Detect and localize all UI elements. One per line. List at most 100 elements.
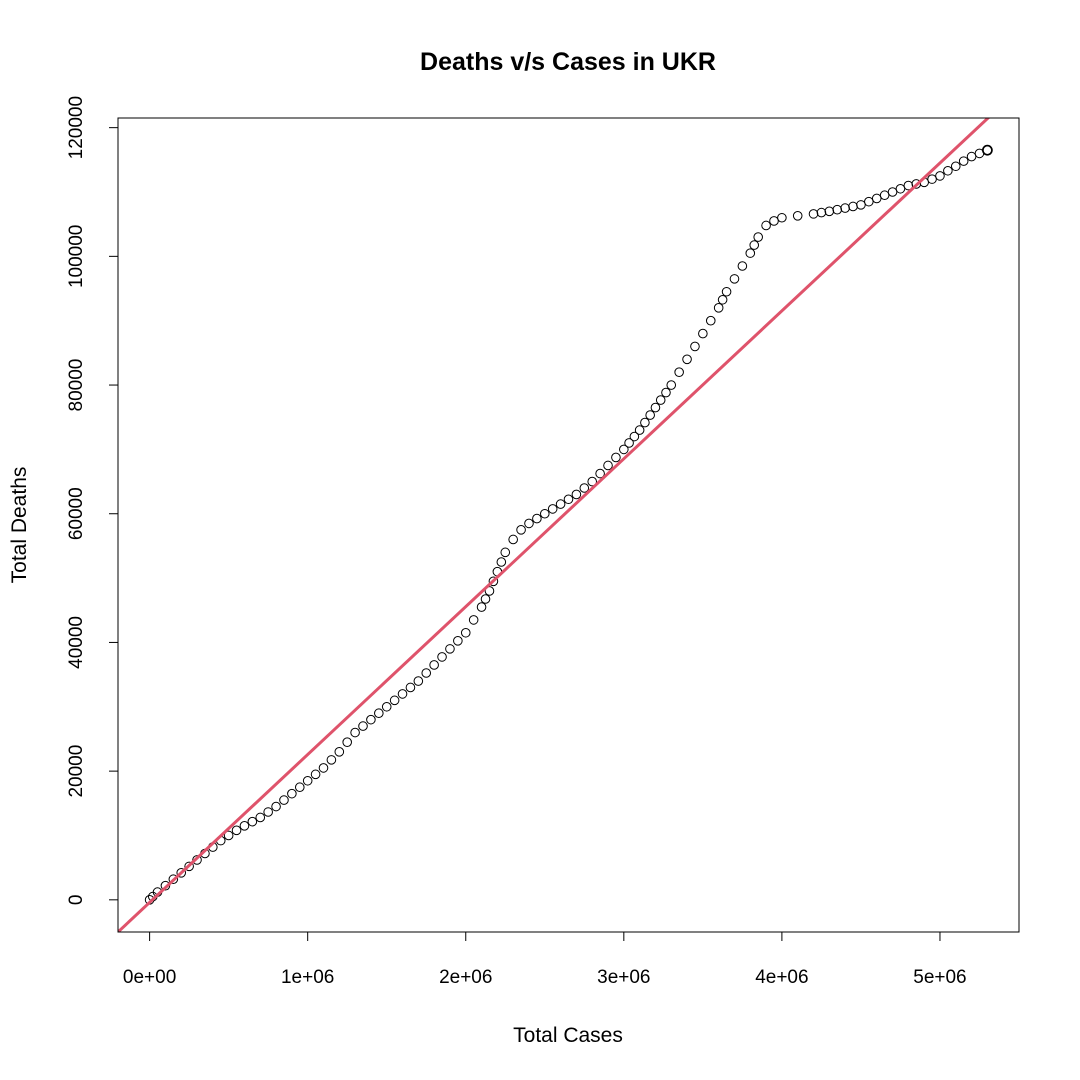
data-point-interp-0: [247, 816, 258, 827]
data-point-interp-12: [480, 594, 491, 604]
data-point-67: [887, 187, 898, 197]
data-point-57: [753, 232, 763, 242]
x-tick-label-3: 3e+06: [597, 967, 650, 988]
data-point-interp-33: [879, 190, 890, 201]
data-point-interp-27: [717, 294, 728, 305]
data-point-36: [516, 525, 526, 535]
data-point-72: [950, 161, 961, 172]
data-points: [144, 144, 993, 905]
data-point-59: [769, 216, 779, 226]
y-tick-label-3: 60000: [66, 487, 87, 540]
data-point-55: [737, 261, 748, 271]
data-point-interp-30: [832, 204, 843, 215]
data-point-interp-3: [294, 782, 305, 793]
data-point-74: [966, 151, 977, 162]
data-point-interp-18: [579, 483, 590, 493]
data-point-48: [682, 354, 692, 365]
data-point-64: [840, 203, 850, 213]
data-point-7: [192, 855, 202, 865]
data-point-58: [761, 220, 771, 231]
data-point-34: [500, 547, 511, 558]
x-tick-label-4: 4e+06: [755, 967, 808, 988]
data-point-interp-23: [640, 417, 650, 428]
data-point-70: [935, 171, 945, 181]
data-point-54: [729, 274, 740, 284]
data-point-interp-31: [848, 201, 858, 212]
data-point-53: [721, 286, 732, 297]
data-point-interp-13: [488, 576, 499, 587]
x-tick-label-0: 0e+00: [123, 967, 176, 988]
data-point-interp-19: [595, 468, 605, 479]
data-point-interp-22: [629, 431, 640, 442]
data-point-71: [943, 165, 953, 176]
data-point-28: [445, 644, 455, 654]
data-point-interp-25: [655, 395, 666, 405]
data-point-29: [460, 627, 471, 638]
data-point-65: [856, 200, 866, 210]
data-point-26: [413, 676, 424, 686]
data-point-interp-28: [749, 240, 760, 250]
data-point-interp-20: [611, 452, 621, 463]
x-axis-title: Total Cases: [513, 1024, 623, 1047]
data-point-interp-24: [645, 410, 655, 420]
data-point-interp-16: [547, 504, 558, 514]
data-point-5: [176, 868, 187, 878]
data-point-16: [287, 788, 297, 799]
data-point-32: [484, 586, 495, 596]
data-point-52: [713, 303, 724, 313]
data-point-37: [524, 518, 534, 529]
x-tick-label-5: 5e+06: [913, 967, 966, 988]
y-tick-label-2: 40000: [66, 616, 87, 669]
data-point-62: [808, 209, 819, 219]
data-point-12: [231, 825, 242, 836]
y-tick-label-6: 120000: [66, 96, 87, 159]
x-tick-label-1: 1e+06: [281, 967, 334, 988]
data-point-interp-1: [263, 807, 273, 817]
data-point-61: [792, 211, 803, 221]
data-point-18: [318, 763, 329, 773]
data-point-44: [634, 425, 645, 435]
data-point-40: [571, 489, 582, 500]
y-tick-label-4: 80000: [66, 359, 87, 412]
data-point-interp-8: [405, 682, 416, 693]
fit-line-layer: [118, 118, 991, 932]
data-point-23: [366, 714, 376, 725]
data-point-interp-4: [310, 769, 321, 780]
data-point-interp-29: [816, 207, 827, 218]
data-point-interp-5: [326, 755, 337, 765]
data-point-interp-14: [496, 557, 507, 567]
data-point-38: [539, 508, 550, 519]
data-point-6: [184, 861, 194, 872]
data-point-13: [239, 821, 250, 831]
data-point-56: [745, 248, 756, 258]
data-point-last: [981, 144, 993, 156]
x-axis: 0e+00 1e+06 2e+06 3e+06 4e+06 5e+06: [123, 931, 967, 988]
data-point-51: [705, 315, 716, 326]
data-point-42: [603, 460, 613, 471]
data-point-interp-32: [864, 196, 874, 207]
data-point-11: [223, 830, 234, 841]
data-point-interp-11: [453, 636, 463, 646]
data-point-35: [508, 534, 518, 545]
data-point-46: [666, 380, 677, 390]
y-tick-label-0: 0: [66, 895, 87, 906]
data-point-4: [168, 874, 179, 885]
data-point-60: [777, 212, 787, 223]
plot-frame: [117, 117, 1020, 933]
data-point-73: [958, 156, 969, 166]
data-point-30: [468, 615, 479, 625]
data-point-interp-36: [927, 174, 937, 184]
y-axis-title: Total Deaths: [8, 467, 31, 584]
data-point-41: [587, 476, 598, 487]
data-point-39: [555, 499, 566, 509]
data-point-3: [160, 880, 171, 891]
data-point-interp-7: [389, 695, 400, 706]
data-point-24: [381, 701, 392, 712]
data-point-49: [690, 341, 700, 352]
data-point-interp-10: [437, 652, 447, 662]
data-point-47: [674, 367, 684, 377]
data-point-50: [698, 328, 708, 339]
data-point-45: [650, 402, 661, 413]
x-tick-label-2: 2e+06: [439, 967, 492, 988]
